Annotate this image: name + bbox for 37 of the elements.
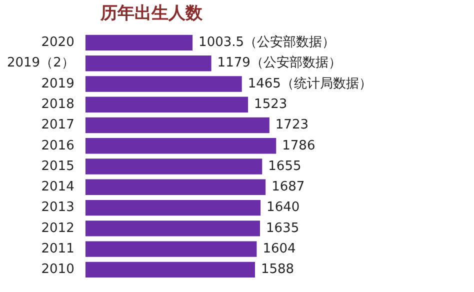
data-label: 1687 — [272, 180, 305, 195]
data-label: 1179（公安部数据） — [217, 54, 342, 71]
y-tick-label: 2012 — [41, 220, 74, 236]
bar — [85, 200, 261, 216]
data-label: 1640 — [266, 200, 300, 216]
data-label: 1604 — [262, 241, 296, 256]
bar — [85, 76, 242, 92]
y-tick-label: 2019 — [41, 76, 74, 92]
bar — [85, 138, 276, 154]
data-label: 1588 — [260, 262, 294, 278]
y-tick-label: 2011 — [41, 241, 74, 256]
y-tick-label: 2020 — [41, 35, 74, 50]
bar — [85, 117, 270, 134]
data-label: 1523 — [254, 96, 288, 112]
bar — [85, 241, 257, 257]
data-label: 1465（统计局数据） — [248, 76, 372, 92]
data-label: 1003.5（公安部数据） — [198, 34, 336, 50]
y-tick-label: 2019（2） — [6, 56, 74, 71]
y-tick-label: 2016 — [41, 138, 74, 154]
bar — [85, 179, 266, 195]
bar — [85, 158, 262, 174]
y-tick-label: 2017 — [41, 118, 74, 133]
data-label: 1786 — [282, 138, 316, 154]
bar — [85, 262, 255, 278]
bar — [85, 34, 193, 51]
bar — [85, 56, 212, 72]
bar — [85, 96, 248, 112]
y-tick-label: 2014 — [41, 180, 74, 195]
data-label: 1635 — [266, 220, 300, 236]
chart-title: 历年出生人数 — [100, 4, 204, 24]
data-label: 1655 — [268, 158, 302, 174]
y-tick-label: 2015 — [41, 158, 74, 174]
y-tick-label: 2013 — [41, 200, 74, 216]
y-tick-label: 2018 — [41, 96, 74, 112]
y-tick-label: 2010 — [41, 262, 74, 278]
data-label: 1723 — [275, 118, 309, 133]
bar — [85, 220, 260, 236]
